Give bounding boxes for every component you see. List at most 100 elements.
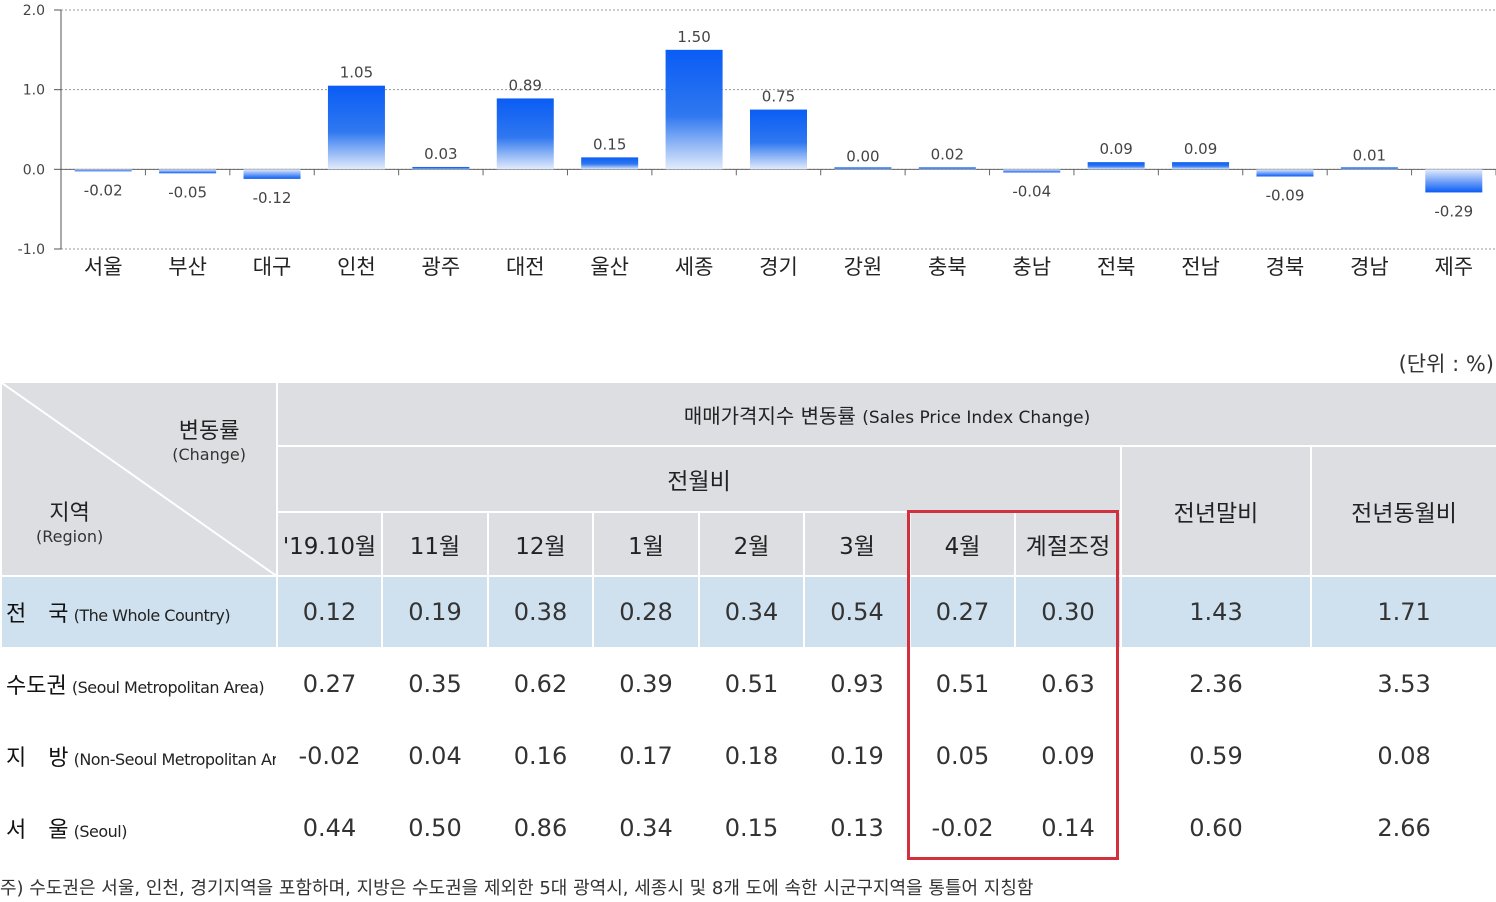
price-index-table: 변동률 (Change) 지역 (Region) 매매가격지수 변동률 (Sal… [0,381,1496,865]
value-label: -0.09 [1266,187,1305,205]
region-en: (Seoul) [73,822,128,841]
table-cell: 0.15 [698,791,805,865]
header-yoy: 전년동월비 [1309,445,1496,577]
table-cell: -0.02 [276,719,383,793]
value-label: 0.09 [1184,140,1217,158]
region-en: (The Whole Country) [73,606,231,625]
table-cell: 0.05 [909,719,1016,793]
value-label: 0.01 [1353,147,1386,165]
main-header: 매매가격지수 변동률 (Sales Price Index Change) [275,381,1496,447]
region-en: (Non-Seoul Metropolitan Area) [73,750,277,769]
table-cell: 0.16 [487,719,594,793]
row-region-label: 전 국 (The Whole Country) [0,575,278,649]
category-label: 세종 [675,255,714,279]
col-header-seasonal: 계절조정 [1014,511,1122,577]
table-cell: 0.12 [276,575,383,649]
regional-price-change-bar-chart: 2.0 1.0 0.0 -1.0 -0.02 서울 -0.05 부산 -0.12 대구 1.05 인천… [18,3,1496,279]
table-row: 지 방 (Non-Seoul Metropolitan Area)-0.020.… [0,719,1496,793]
table-cell: 0.18 [698,719,805,793]
bar [1256,169,1314,177]
table-cell: 0.51 [909,647,1016,721]
category-label: 울산 [590,255,629,279]
category-label: 부산 [168,255,207,279]
bar [159,169,217,174]
bar [834,167,892,170]
region-ko: 전 국 [6,602,69,627]
value-label: -0.04 [1012,183,1051,201]
table-cell: 0.04 [381,719,489,793]
category-label: 경북 [1266,255,1305,279]
bar [581,157,639,170]
table-cell: 0.19 [803,719,911,793]
bar [496,98,554,170]
col-header-mar: 3월 [803,511,911,577]
table-cell: -0.02 [909,791,1016,865]
category-label: 경남 [1350,255,1389,279]
value-label: 0.09 [1099,140,1132,158]
corner-header-cell: 변동률 (Change) 지역 (Region) [0,381,278,577]
table-cell: 0.27 [276,647,383,721]
value-label: -0.05 [168,183,207,201]
y-tick-label: 0.0 [23,162,45,178]
bar [1003,169,1061,173]
col-header-feb: 2월 [698,511,805,577]
corner-change-label: 변동률 (Change) [172,413,246,464]
table-cell: 0.51 [698,647,805,721]
table-cell: 0.86 [487,791,594,865]
bar [750,109,807,170]
table-cell: 0.60 [1120,791,1312,865]
table-cell: 1.71 [1309,575,1496,649]
col-header-apr: 4월 [909,511,1016,577]
corner-region-label: 지역 (Region) [36,495,103,546]
table-cell: 0.63 [1014,647,1122,721]
category-label: 충북 [928,255,967,279]
table-cell: 0.13 [803,791,911,865]
table-cell: 0.44 [276,791,383,865]
bar [243,169,301,179]
y-tick-label: -1.0 [18,242,45,258]
category-label: 전남 [1181,255,1220,279]
category-label: 전북 [1097,255,1136,279]
table-cell: 2.66 [1309,791,1496,865]
bar [918,167,976,170]
row-region-label: 수도권 (Seoul Metropolitan Area) [0,647,278,721]
corner-change-en: (Change) [172,445,246,464]
table-cell: 0.38 [487,575,594,649]
table-cell: 0.54 [803,575,911,649]
bar [412,166,470,170]
value-label: 1.50 [677,28,710,46]
labels: 2.0 1.0 0.0 -1.0 -0.02 서울 -0.05 부산 -0.12 대구 1.05 인천… [18,3,1474,279]
bar [74,169,132,172]
table-cell: 0.14 [1014,791,1122,865]
col-header-nov: 11월 [381,511,489,577]
value-label: -0.02 [84,181,123,199]
table-cell: 0.35 [381,647,489,721]
bar [1425,169,1483,193]
category-label: 광주 [422,255,461,279]
corner-region-ko: 지역 [49,501,90,526]
table-cell: 0.09 [1014,719,1122,793]
category-label: 제주 [1434,255,1473,279]
table-cell: 2.36 [1120,647,1312,721]
table-cell: 1.43 [1120,575,1312,649]
bars [74,49,1483,193]
table-cell: 0.34 [698,575,805,649]
header-ytd: 전년말비 [1120,445,1312,577]
value-label: 0.00 [846,147,879,165]
category-label: 대구 [253,255,292,279]
bar [665,49,723,170]
table-cell: 0.27 [909,575,1016,649]
table-row: 전 국 (The Whole Country) 0.12 0.19 0.38 0.28 0… [0,575,1496,649]
region-ko: 서 울 [6,818,69,843]
bar [1087,162,1145,170]
table-cell: 0.62 [487,647,594,721]
value-label: -0.12 [253,189,292,207]
category-label: 인천 [337,255,376,279]
table-cell: 3.53 [1309,647,1496,721]
table-cell: 0.30 [1014,575,1122,649]
unit-label: (단위 : %) [1398,352,1494,376]
region-ko: 수도권 [6,674,67,699]
main-header-en: (Sales Price Index Change) [862,407,1091,428]
corner-region-en: (Region) [36,527,104,546]
table-cell: 0.93 [803,647,911,721]
